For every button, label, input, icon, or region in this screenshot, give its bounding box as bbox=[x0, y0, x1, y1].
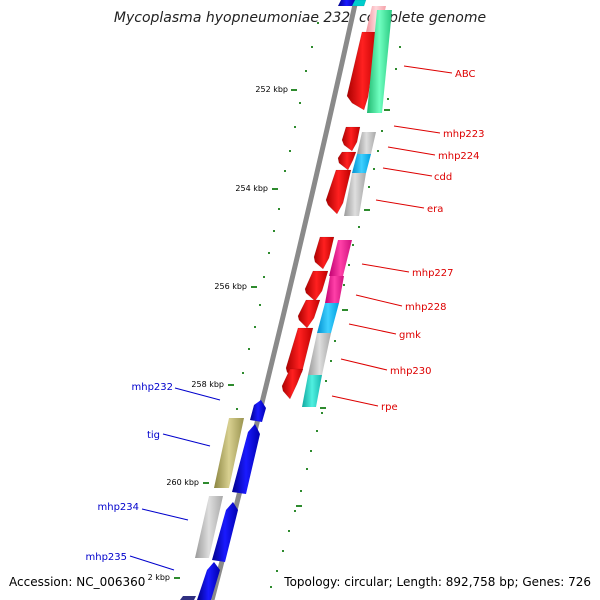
accession-text: Accession: NC_006360 bbox=[9, 575, 146, 589]
tick-label-262: 2 kbp bbox=[148, 573, 170, 582]
forward-gene bbox=[281, 368, 304, 400]
forward-gene bbox=[341, 126, 361, 152]
label-leaders-forward bbox=[331, 65, 453, 407]
gene-label-rpe[interactable]: rpe bbox=[381, 402, 398, 413]
reverse-gene bbox=[197, 562, 220, 600]
cog-bar bbox=[308, 333, 331, 375]
reverse-gene bbox=[250, 400, 266, 422]
cog-bar bbox=[352, 154, 371, 173]
genome-stats-text: Topology: circular; Length: 892,758 bp; … bbox=[284, 575, 591, 589]
tick-ring bbox=[198, 22, 401, 588]
forward-gene bbox=[337, 151, 357, 171]
gene-label-mhp232[interactable]: mhp232 bbox=[131, 382, 173, 393]
label-leaders-reverse bbox=[129, 387, 221, 571]
reverse-genes bbox=[180, 0, 355, 600]
gene-label-era[interactable]: era bbox=[427, 204, 443, 215]
cog-bar bbox=[317, 303, 339, 333]
cog-bar bbox=[214, 418, 244, 488]
cog-bar bbox=[367, 10, 392, 113]
gene-label-mhp235[interactable]: mhp235 bbox=[85, 552, 127, 563]
gene-label-abc[interactable]: ABC bbox=[455, 69, 476, 80]
cog-bar bbox=[344, 173, 366, 216]
cog-bar bbox=[329, 240, 352, 276]
forward-gene bbox=[313, 236, 335, 270]
reverse-gene bbox=[338, 0, 355, 6]
forward-gene bbox=[297, 299, 321, 329]
gene-label-tig[interactable]: tig bbox=[147, 430, 160, 441]
map-title: Mycoplasma hyopneumoniae 232, complete g… bbox=[113, 10, 487, 26]
tick-label-252: 252 kbp bbox=[255, 85, 288, 94]
gene-label-mhp228[interactable]: mhp228 bbox=[405, 302, 447, 313]
cog-bar bbox=[357, 132, 376, 154]
tick-label-256: 256 kbp bbox=[214, 282, 247, 291]
gene-label-mhp230[interactable]: mhp230 bbox=[390, 366, 432, 377]
reverse-gene bbox=[212, 502, 238, 562]
forward-gene bbox=[304, 270, 329, 302]
tick-label-258: 258 kbp bbox=[191, 380, 224, 389]
gene-label-mhp223[interactable]: mhp223 bbox=[443, 129, 485, 140]
major-ticks bbox=[174, 89, 390, 579]
forward-genes bbox=[281, 0, 379, 400]
cog-bar bbox=[325, 276, 344, 303]
gene-label-mhp234[interactable]: mhp234 bbox=[97, 502, 139, 513]
reverse-gene bbox=[180, 596, 196, 600]
cog-bars-forward bbox=[302, 6, 392, 407]
gene-label-mhp227[interactable]: mhp227 bbox=[412, 268, 454, 279]
gene-label-gmk[interactable]: gmk bbox=[399, 330, 421, 341]
gene-label-cdd[interactable]: cdd bbox=[434, 172, 452, 183]
gene-label-mhp224[interactable]: mhp224 bbox=[438, 151, 480, 162]
tick-label-254: 254 kbp bbox=[235, 184, 268, 193]
cog-bar bbox=[302, 375, 322, 407]
cog-bars-reverse bbox=[195, 418, 244, 558]
cog-bar bbox=[195, 496, 223, 558]
reverse-gene bbox=[232, 424, 260, 494]
forward-gene bbox=[325, 169, 352, 215]
tick-label-260: 260 kbp bbox=[166, 478, 199, 487]
